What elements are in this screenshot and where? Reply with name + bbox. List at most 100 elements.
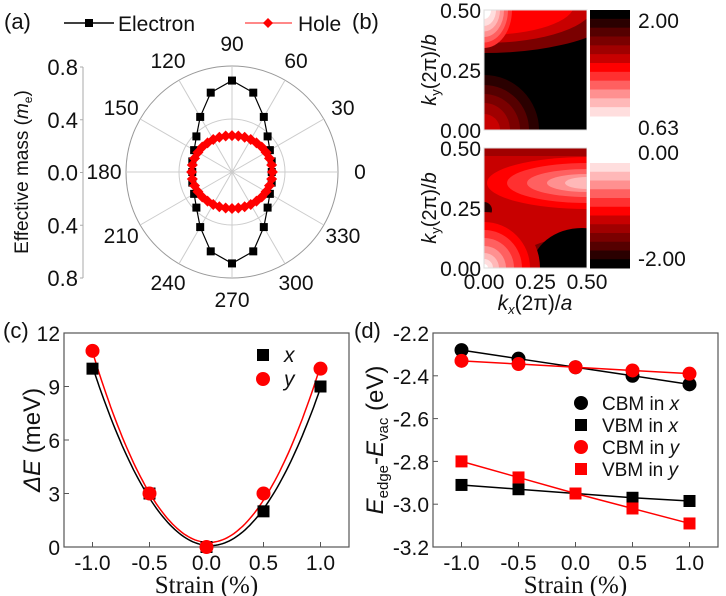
colorbar-level	[590, 189, 630, 199]
angle-tick-label: 240	[150, 272, 185, 295]
data-point	[682, 366, 697, 381]
data-point-hole	[186, 166, 198, 178]
label-part: CBM in	[602, 438, 670, 459]
grid-spoke	[231, 118, 325, 173]
y-tick-label: -3.0	[393, 494, 429, 517]
data-point-electron	[196, 223, 205, 232]
colorbar-level	[590, 10, 630, 20]
y-axis-label: ky(2π)/b	[419, 172, 443, 243]
angle-tick-label: 60	[284, 50, 307, 73]
x-tick-label: -1.0	[74, 552, 110, 575]
colorbar-level	[590, 45, 630, 55]
x-tick-label: -0.5	[500, 552, 536, 575]
x-tick-label: 1.0	[675, 552, 704, 575]
data-point-electron	[228, 76, 236, 85]
label-part: (2π)/	[419, 183, 441, 227]
data-point-electron	[259, 112, 268, 121]
radial-tick-label: 0.8	[47, 266, 78, 291]
label-part: edge	[375, 465, 392, 498]
contour-level	[565, 177, 587, 189]
y-tick-label: 0.25	[440, 60, 481, 83]
legend-label: VBM in y	[602, 460, 680, 481]
colorbar-max-bottom: 0.00	[638, 142, 679, 165]
legend-marker	[575, 419, 587, 431]
y-axis-label: ΔE (meV)	[19, 388, 46, 493]
label-part: m	[12, 103, 33, 119]
colorbar-level	[590, 18, 630, 29]
label-part: e	[21, 96, 35, 103]
label-part: y	[668, 438, 681, 459]
x-axis-label: Strain (%)	[155, 572, 258, 596]
colorbar-level	[590, 71, 630, 82]
contour-plot-b: 0.000.250.50ky(2π)/b0.000.250.50ky(2π)/b…	[419, 0, 686, 317]
legend-label-x: x	[283, 344, 296, 367]
data-point	[455, 455, 468, 468]
grid-spoke	[231, 171, 286, 265]
angle-tick-label: 0	[354, 161, 366, 184]
data-point-hole	[186, 159, 198, 171]
radial-tick-label: 0.0	[47, 161, 78, 186]
data-point	[512, 471, 525, 484]
x-tick-label: -0.5	[131, 552, 167, 575]
label-part: y	[428, 227, 443, 234]
colorbar-level	[590, 233, 630, 243]
data-point-y	[142, 486, 157, 501]
data-point	[625, 363, 640, 378]
data-point-electron	[190, 146, 199, 155]
colorbar-level	[590, 36, 630, 46]
panel-label-c: (c)	[3, 318, 29, 343]
contour-level	[484, 148, 587, 156]
label-part: b	[419, 172, 441, 183]
label-part: -	[362, 457, 389, 465]
scatter-plot-c: -1.0 -0.5 0.0 0.5 1.0 0 3 6 9 12 Strain (%) ΔE (meV…	[19, 323, 350, 596]
contour-map	[484, 10, 587, 130]
data-point	[683, 494, 696, 507]
grid-spoke	[231, 79, 286, 173]
label-part: (eV)	[362, 366, 389, 418]
data-point-y	[85, 343, 100, 358]
y-tick-label: -2.6	[393, 409, 429, 432]
data-point	[626, 491, 639, 504]
data-point-electron	[249, 88, 258, 97]
data-point-hole	[226, 130, 238, 142]
plot-frame	[63, 332, 350, 548]
data-point-electron	[196, 112, 205, 121]
colorbar-level	[590, 80, 630, 90]
angle-tick-label: 150	[104, 97, 139, 120]
x-tick-label: 0.00	[464, 271, 505, 294]
contour-level	[532, 228, 587, 268]
label-part: b	[419, 34, 441, 45]
x-axis-label: kx(2π)/a	[498, 292, 573, 317]
label-part: k	[498, 292, 510, 315]
data-point	[682, 377, 697, 392]
data-point	[454, 343, 469, 358]
legend-label: VBM in x	[602, 416, 680, 437]
label-part: vac	[375, 417, 392, 441]
x-axis-label: Strain (%)	[524, 572, 627, 596]
panel-label-d: (d)	[354, 318, 381, 343]
contour-level	[484, 10, 491, 19]
colorbar-level	[590, 107, 630, 117]
data-point-electron	[192, 132, 201, 141]
line-plot-d: -1.0 -0.5 0.0 0.5 1.0 -2.2 -2.4 -2.6 -2.8 -3.0 -3.…	[362, 323, 719, 596]
label-part: VBM in	[602, 416, 669, 437]
data-point-x	[257, 505, 270, 518]
x-tick-label: 0.50	[567, 271, 608, 294]
legend-marker	[574, 396, 588, 410]
angle-tick-label: 300	[278, 272, 313, 295]
data-point-y	[313, 361, 328, 376]
label-part: VBM in	[602, 460, 669, 481]
angle-tick-label: 90	[220, 33, 243, 56]
angle-tick-label: 330	[325, 225, 360, 248]
radial-tick-label: 0.4	[47, 108, 78, 133]
legend-marker-hole	[263, 18, 273, 28]
data-point-electron	[259, 223, 268, 232]
y-tick-label: 0.50	[440, 0, 481, 23]
data-point-hole	[266, 166, 278, 178]
data-point-electron	[206, 247, 215, 256]
label-part: x	[668, 416, 680, 437]
x-tick-label: 0.5	[618, 552, 647, 575]
grid-spoke	[178, 79, 233, 173]
label-part: CBM in	[602, 394, 670, 415]
